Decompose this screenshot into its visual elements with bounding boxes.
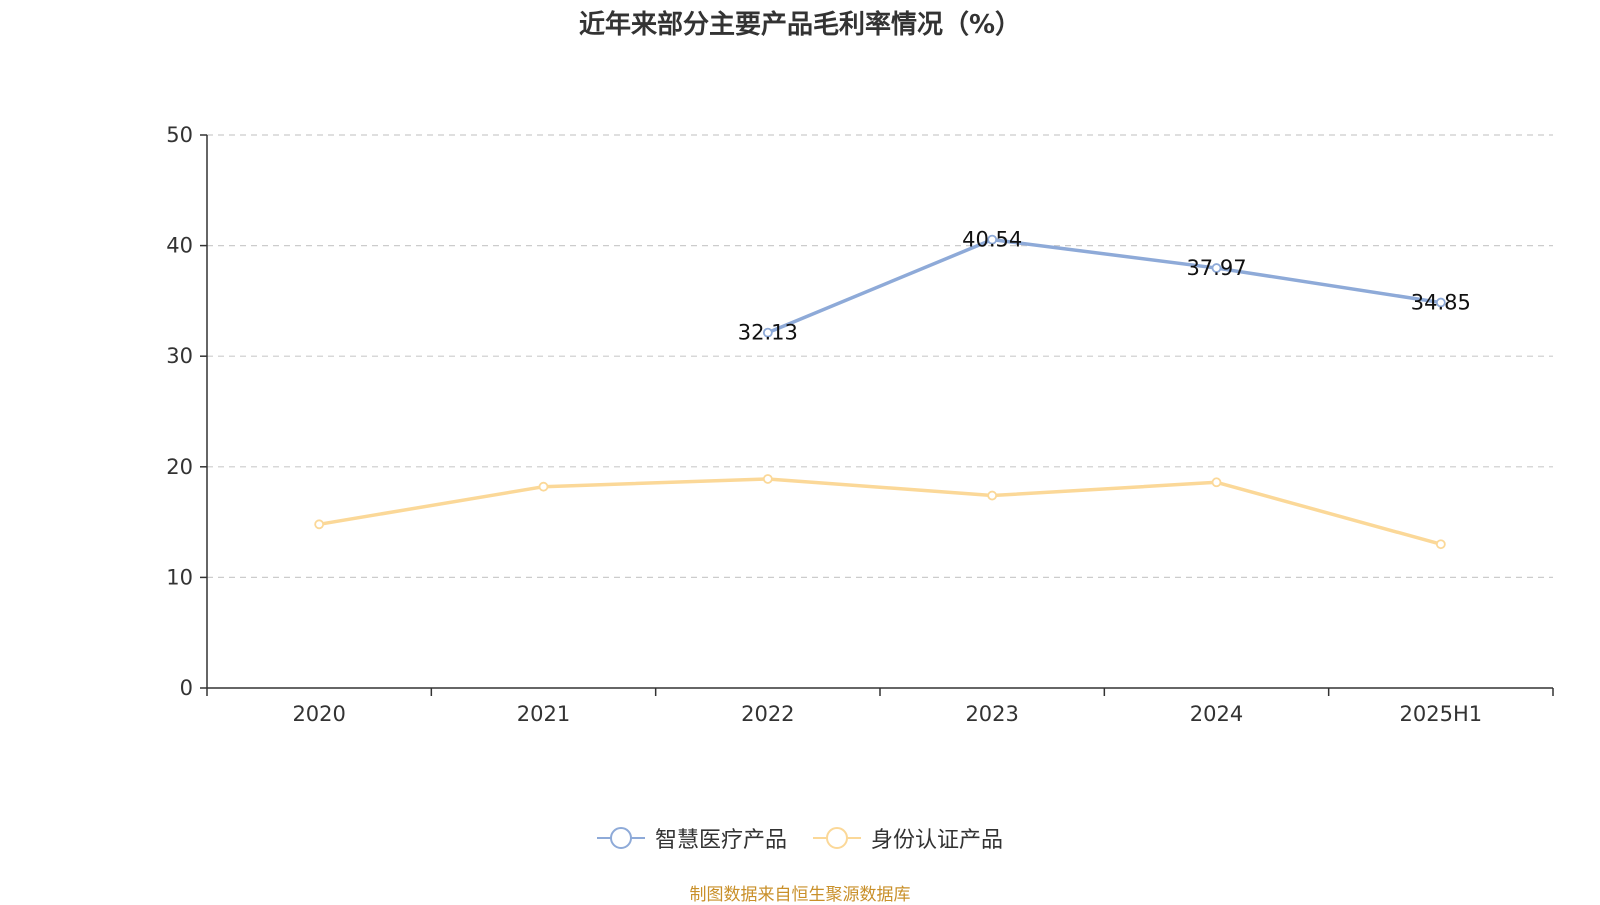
data-point-series-1 — [1211, 263, 1222, 273]
y-tick-label: 40 — [166, 234, 193, 258]
chart-title: 近年来部分主要产品毛利率情况（%） — [578, 10, 1022, 40]
x-tick-label: 2021 — [517, 702, 570, 726]
y-tick-label: 30 — [166, 344, 193, 368]
data-point-series-1 — [1435, 297, 1446, 308]
data-point-series-2 — [314, 519, 325, 530]
legend-label: 智慧医疗产品 — [654, 828, 787, 853]
y-tick-label: 0 — [180, 676, 193, 700]
legend-line-marker-icon — [813, 826, 861, 850]
y-tick-label: 10 — [166, 565, 193, 589]
x-tick-label: 2022 — [741, 702, 794, 726]
data-label: 37.97 — [1186, 256, 1246, 280]
legend: 智慧医疗产品 身份认证产品 — [0, 822, 1600, 854]
data-point-series-2 — [1211, 477, 1222, 488]
y-tick-label: 50 — [166, 123, 193, 147]
legend-item-series-2[interactable]: 身份认证产品 — [813, 822, 1003, 854]
x-tick-label: 2020 — [292, 702, 345, 726]
x-tick-label: 2025H1 — [1400, 702, 1483, 726]
data-label: 40.54 — [962, 228, 1022, 252]
legend-label: 身份认证产品 — [871, 828, 1004, 853]
legend-line-marker-icon — [596, 826, 645, 850]
data-label: 34.85 — [1411, 291, 1471, 315]
series-line-2 — [318, 477, 1442, 546]
source-note: 制图数据来自恒生聚源数据库 — [689, 885, 911, 905]
data-label: 32.13 — [738, 321, 798, 345]
data-point-series-1 — [762, 327, 773, 338]
x-tick-label: 2023 — [965, 702, 1018, 726]
legend-item-series-1[interactable]: 智慧医疗产品 — [596, 822, 787, 854]
data-point-series-2 — [762, 474, 773, 484]
y-tick-label: 20 — [166, 455, 193, 479]
series-line-1 — [767, 237, 1442, 335]
x-tick-label: 2024 — [1190, 702, 1243, 726]
data-point-series-1 — [987, 234, 998, 245]
data-point-series-2 — [1435, 539, 1446, 550]
data-point-series-2 — [538, 481, 549, 492]
data-point-series-2 — [987, 490, 998, 501]
